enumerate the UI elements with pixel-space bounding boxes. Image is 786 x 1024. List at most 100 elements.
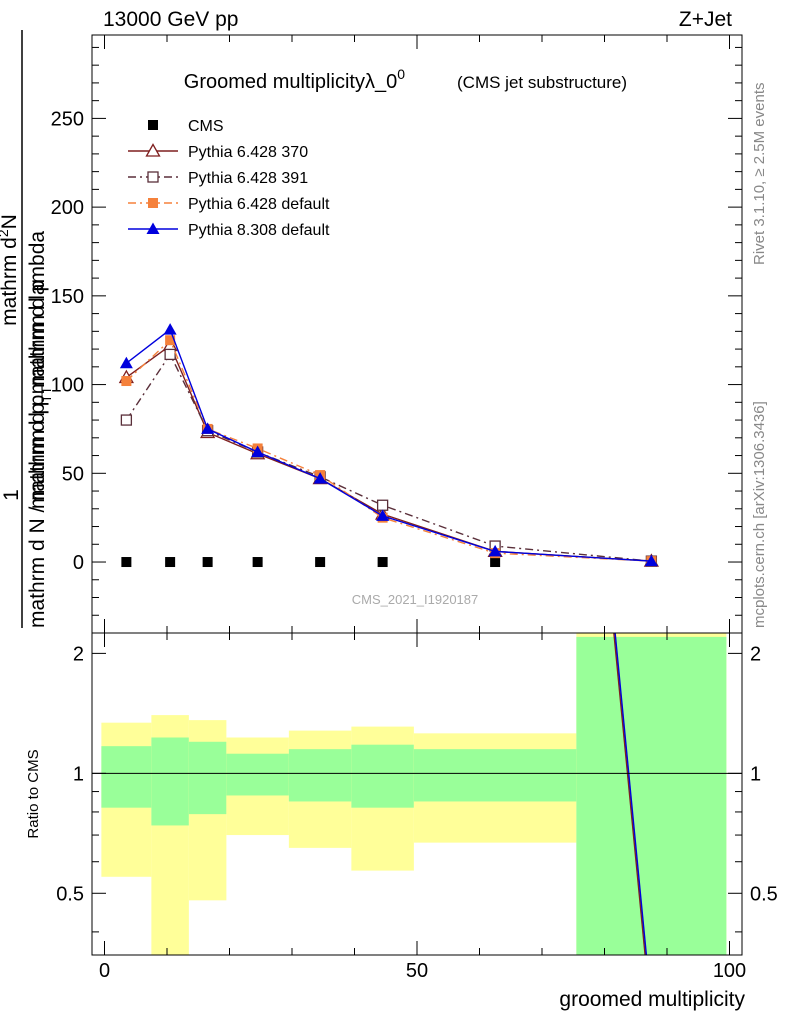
ylabel-numerator-one: 1 xyxy=(0,489,23,501)
ratio-plot-panel: 0 50 100 0.5 0.5 1 1 2 2 Ratio to CMS groomed m… xyxy=(25,632,778,1011)
main-title: Groomed multiplicityλ_00 xyxy=(184,66,405,93)
ylabel-mid-sub: T xyxy=(38,386,54,395)
ylabel-top-tail: N xyxy=(0,214,21,229)
ylabel-den-tail: mathrm d lambda xyxy=(26,231,49,395)
main-subtitle: (CMS jet substructure) xyxy=(457,73,627,92)
ylabel-numerator-expression: mathrm d2N xyxy=(0,214,21,326)
inner-uncertainty-band xyxy=(288,749,352,802)
legend-marker xyxy=(147,171,159,183)
ratio-x-axis: 0 50 100 xyxy=(99,633,746,982)
data-point xyxy=(644,554,658,567)
main-x-axis xyxy=(104,35,730,633)
data-point xyxy=(376,499,389,511)
mcplots-label: mcplots.cern.ch [arXiv:1306.3436] xyxy=(751,401,768,628)
data-point xyxy=(165,557,176,568)
inner-uncertainty-band xyxy=(226,753,289,796)
inner-uncertainty-band xyxy=(101,746,152,808)
main-y-axis: 0 50 100 150 200 250 xyxy=(51,46,742,616)
ylabel-den-sub: T xyxy=(38,394,54,403)
ratio-curve xyxy=(614,632,648,956)
data-point xyxy=(252,557,263,568)
inner-uncertainty-band xyxy=(576,636,727,955)
data-point xyxy=(313,472,327,484)
data-point xyxy=(164,348,176,361)
legend-label: CMS xyxy=(188,118,224,135)
main-y-tick-label: 50 xyxy=(62,463,84,485)
data-point xyxy=(488,544,502,557)
data-point xyxy=(251,445,265,458)
data-point xyxy=(376,509,390,521)
ratio-y-tick-label: 1 xyxy=(73,763,84,785)
main-y-axis-label: 1 mathrm d2N mathrm d pTmathrm d lambda … xyxy=(0,30,54,628)
ratio-y-tick-label: 0.5 xyxy=(56,883,84,905)
x-tick-label: 0 xyxy=(99,960,110,982)
data-point xyxy=(121,557,132,568)
ratio-uncertainty-bands xyxy=(101,633,727,955)
main-y-tick-label: 0 xyxy=(73,552,84,574)
legend-label: Pythia 8.308 default xyxy=(188,222,330,239)
legend-label: Pythia 6.428 391 xyxy=(188,170,308,187)
data-point xyxy=(315,557,326,568)
main-series-group xyxy=(118,323,659,568)
series-line xyxy=(125,328,652,562)
data-point xyxy=(202,557,213,568)
inner-uncertainty-band xyxy=(351,744,414,808)
ylabel-den-lead: mathrm d p xyxy=(26,403,49,509)
ratio-y-tick-label-right: 1 xyxy=(750,763,761,785)
ratio-y-axis-label: Ratio to CMS xyxy=(25,749,42,838)
ratio-y-tick-label: 2 xyxy=(73,643,84,665)
header-beam-label: 13000 GeV pp xyxy=(103,8,238,31)
ylabel-lower-expression: mathrm d N / mathrm d pTmathrm d p xyxy=(26,280,54,628)
ylabel-mid-text: mathrm d N / mathrm d p xyxy=(26,395,49,628)
ratio-y-tick-label-right: 0.5 xyxy=(750,883,778,905)
data-point xyxy=(377,557,388,568)
series-line xyxy=(125,344,652,562)
x-tick-label: 50 xyxy=(406,960,428,982)
series-4 xyxy=(119,323,658,567)
header-process-label: Z+Jet xyxy=(679,8,732,31)
inner-uncertainty-band xyxy=(413,749,577,802)
ratio-lines xyxy=(613,632,648,956)
data-point xyxy=(201,422,215,434)
ylabel-denominator-expression: mathrm d pTmathrm d lambda xyxy=(26,231,54,509)
legend-marker xyxy=(148,120,158,130)
ratio-curve xyxy=(613,632,646,956)
legend: CMS Pythia 6.428 370 Pythia 6.428 391 Pythi… xyxy=(128,118,330,239)
legend-marker xyxy=(145,143,161,157)
main-y-tick-label: 200 xyxy=(51,197,84,219)
legend-label: Pythia 6.428 default xyxy=(188,196,330,213)
legend-label: Pythia 6.428 370 xyxy=(188,144,308,161)
series-2 xyxy=(120,348,658,567)
ratio-y-tick-label-right: 2 xyxy=(750,643,761,665)
data-point xyxy=(120,414,133,426)
ylabel-mid-tail: mathrm d p xyxy=(26,280,49,386)
data-point xyxy=(163,323,177,335)
series-line xyxy=(125,353,652,562)
ylabel-top-sup: 2 xyxy=(0,229,11,237)
data-point xyxy=(490,557,501,568)
inner-uncertainty-band xyxy=(188,741,227,815)
main-y-tick-label: 100 xyxy=(51,375,84,397)
ratio-y-axis: 0.5 0.5 1 1 2 2 xyxy=(56,643,778,933)
data-point xyxy=(165,335,176,346)
data-point xyxy=(119,356,133,369)
inner-uncertainty-band xyxy=(151,737,189,826)
legend-marker xyxy=(146,222,160,234)
main-title-text: Groomed multiplicityλ_0 xyxy=(184,71,397,93)
x-tick-label: 100 xyxy=(713,960,746,982)
series-line xyxy=(125,339,652,562)
series-0 xyxy=(121,557,501,568)
x-axis-label: groomed multiplicity xyxy=(559,988,745,1011)
series-1 xyxy=(118,337,659,567)
watermark-label: CMS_2021_I1920187 xyxy=(352,592,479,607)
main-y-tick-label: 150 xyxy=(51,286,84,308)
legend-marker xyxy=(148,198,158,208)
rivet-version-label: Rivet 3.1.10, ≥ 2.5M events xyxy=(751,83,768,266)
series-3 xyxy=(121,335,657,567)
ylabel-top-text: mathrm d xyxy=(0,237,21,326)
data-point xyxy=(121,376,132,387)
main-y-tick-label: 250 xyxy=(51,108,84,130)
main-title-superscript: 0 xyxy=(397,66,405,82)
